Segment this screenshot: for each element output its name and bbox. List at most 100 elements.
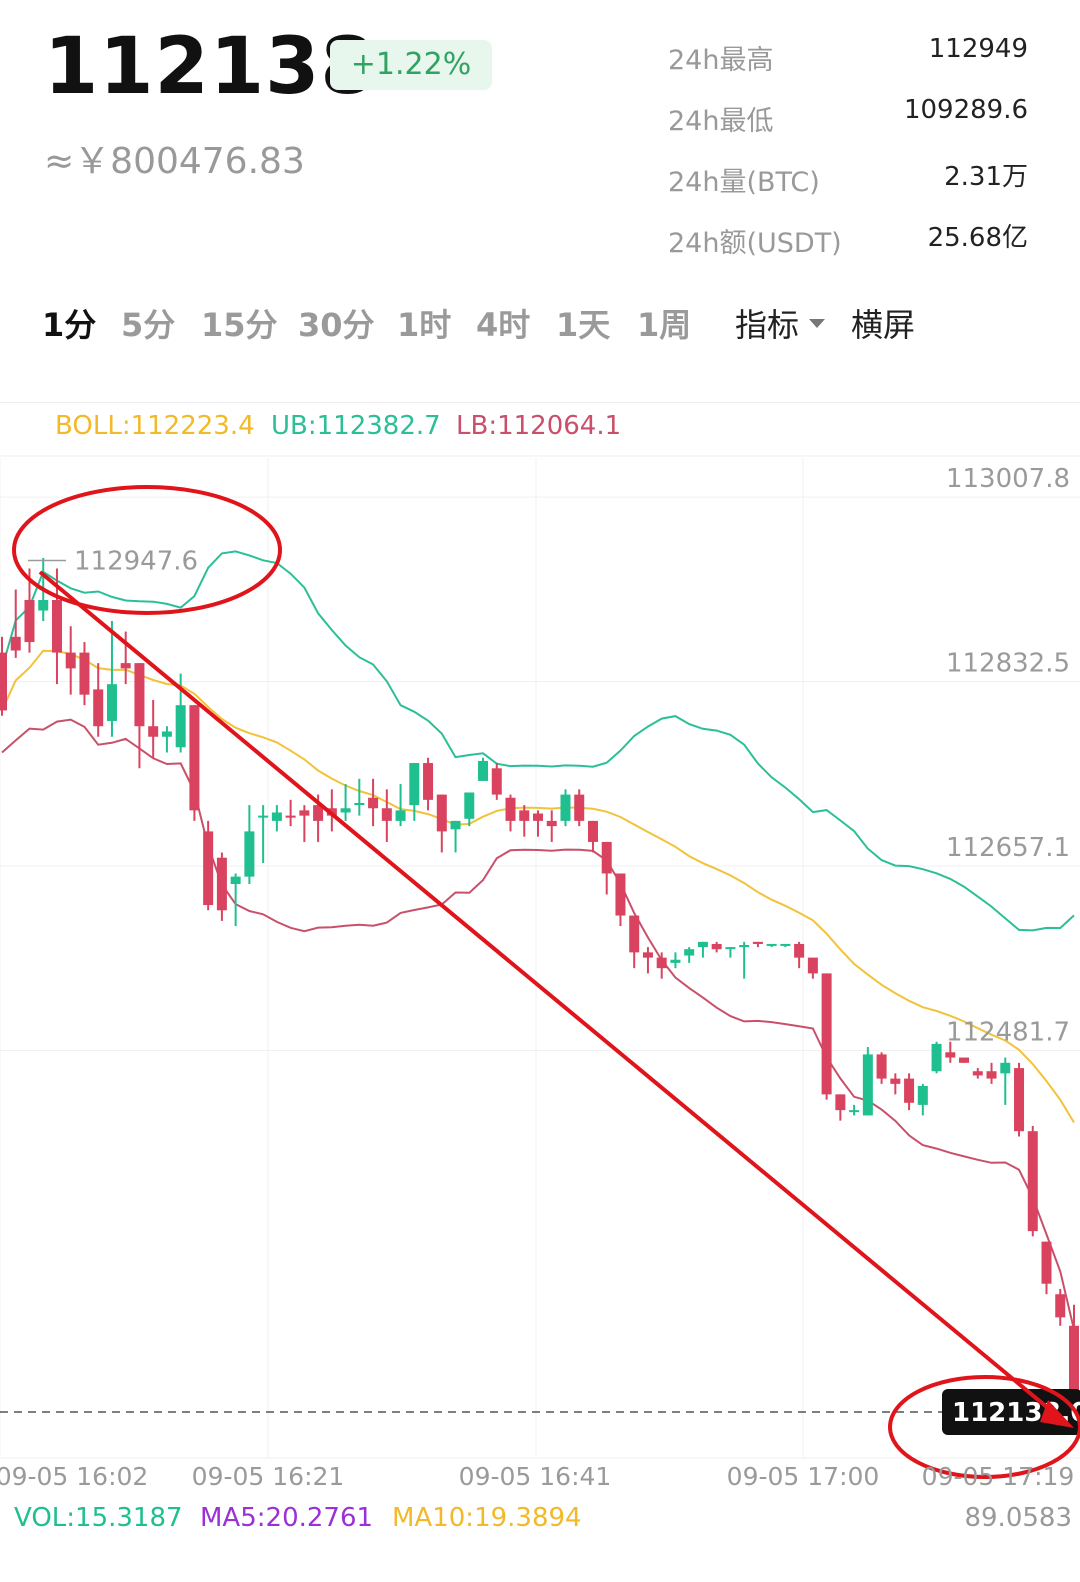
candle-body <box>148 726 159 737</box>
candle-body <box>175 705 186 748</box>
candle-body <box>739 945 750 948</box>
ub-value: UB:112382.7 <box>271 411 441 441</box>
candle-body <box>1069 1325 1079 1413</box>
candle-body <box>862 1054 873 1116</box>
candle-body <box>1014 1068 1025 1132</box>
last-price-tag <box>942 1389 1080 1436</box>
candle-body <box>340 808 351 813</box>
candle-body <box>519 810 530 821</box>
trend-arrow-line <box>38 570 1062 1420</box>
trend-arrow-head <box>1040 1400 1074 1428</box>
candle-body <box>1041 1241 1052 1284</box>
x-tick-label: 09-05 16:02 <box>0 1462 148 1491</box>
candle-body <box>587 820 598 842</box>
candle-body <box>216 857 227 911</box>
candle-body <box>601 841 612 874</box>
stat-label: 24h额(USDT) <box>668 228 842 259</box>
candle-body <box>780 943 791 946</box>
candle-body <box>244 831 255 877</box>
grid <box>0 455 1080 1459</box>
candle-body <box>368 797 379 809</box>
annotation-circle-top <box>12 485 282 615</box>
annotation-circle-bottom <box>888 1375 1080 1479</box>
boll-value: BOLL:112223.4 <box>55 411 255 441</box>
tab-1m[interactable]: 1分 <box>42 306 97 344</box>
landscape-button[interactable]: 横屏 <box>851 306 916 344</box>
lb-line <box>1 718 1075 1330</box>
candle-body <box>299 810 310 816</box>
vol-value: VOL:15.3187 <box>14 1503 183 1533</box>
candle-body <box>711 943 722 950</box>
stats-panel: 24h最高 112949 24h最低 109289.6 24h量(BTC) 2.… <box>668 30 1028 274</box>
candle-body <box>533 813 543 821</box>
volume-max-value: 89.0583 <box>964 1503 1072 1533</box>
candle-body <box>1055 1294 1066 1318</box>
candle-body <box>395 810 406 821</box>
candle-body <box>189 705 200 811</box>
candle-body <box>478 760 489 781</box>
x-tick-label: 09-05 17:19 <box>922 1462 1075 1491</box>
candle-body <box>821 973 832 1095</box>
candle-body <box>794 943 805 958</box>
candle-body <box>986 1071 997 1079</box>
candle-body <box>134 663 145 727</box>
candle-body <box>285 815 296 818</box>
candle-body <box>931 1043 942 1072</box>
candle-body <box>120 663 131 669</box>
candle-body <box>670 959 681 963</box>
x-tick-label: 09-05 16:21 <box>192 1462 345 1491</box>
tab-4h[interactable]: 4时 <box>476 306 531 344</box>
candle-body <box>381 808 392 821</box>
stat-label: 24h量(BTC) <box>668 167 820 198</box>
tab-15m[interactable]: 15分 <box>201 306 278 344</box>
indicator-dropdown[interactable]: 指标 <box>735 300 826 346</box>
candle-body <box>409 763 420 806</box>
lb-value: LB:112064.1 <box>456 411 622 441</box>
y-tick-label: 112832.5 <box>946 649 1070 679</box>
candle-body <box>904 1078 915 1103</box>
stat-value: 25.68亿 <box>927 223 1028 253</box>
ma5-value: MA5:20.2761 <box>200 1503 374 1533</box>
tab-1d[interactable]: 1天 <box>556 306 611 344</box>
stat-label: 24h最低 <box>668 106 774 137</box>
caret-down-icon <box>809 318 826 328</box>
candle-body <box>629 915 640 953</box>
candle-body <box>203 831 214 906</box>
tab-1h[interactable]: 1时 <box>397 306 452 344</box>
candle-body <box>807 957 818 974</box>
candle-body <box>766 943 777 946</box>
y-tick-label: 112657.1 <box>946 833 1070 863</box>
candle-body <box>890 1078 901 1084</box>
candles <box>0 557 1079 1413</box>
candle-body <box>917 1085 928 1105</box>
boll-line <box>1 649 1075 1124</box>
ma10-value: MA10:19.3894 <box>392 1503 582 1533</box>
tab-30m[interactable]: 30分 <box>298 306 375 344</box>
candle-body <box>642 952 653 958</box>
candle-body <box>313 805 324 821</box>
y-tick-label: 113007.8 <box>946 464 1070 494</box>
tab-1w[interactable]: 1周 <box>637 306 692 344</box>
tab-5m[interactable]: 5分 <box>121 306 176 344</box>
candle-body <box>505 797 516 821</box>
candle-body <box>876 1054 887 1079</box>
candle-body <box>10 636 21 651</box>
candle-body <box>959 1057 970 1063</box>
candle-body <box>684 949 695 956</box>
candle-body <box>271 812 282 821</box>
candle-body <box>546 820 557 827</box>
candle-body <box>436 794 447 832</box>
candle-body <box>0 652 7 711</box>
candle-body <box>945 1052 956 1058</box>
candle-body <box>230 876 241 884</box>
candle-body <box>835 1094 846 1111</box>
candle-body <box>93 689 104 727</box>
axis-labels: 113007.8 112832.5 112657.1 112481.7 09-05 16… <box>0 464 1074 1491</box>
stat-value: 112949 <box>928 34 1028 64</box>
candle-body <box>560 794 571 821</box>
candle-body <box>106 684 117 721</box>
stat-row-24h-volume: 24h量(BTC) 2.31万 <box>668 152 1028 213</box>
candle-body <box>725 947 736 950</box>
